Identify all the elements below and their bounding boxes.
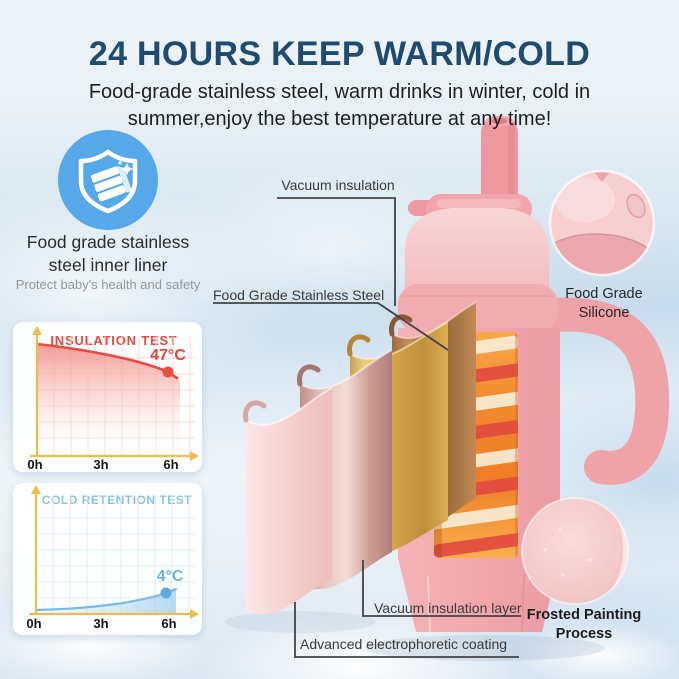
steel-ingots-icon xyxy=(90,165,133,202)
feature-title-line2: steel inner liner xyxy=(48,255,168,275)
tick-0h: 0h xyxy=(26,616,41,631)
frosted-finish-inset xyxy=(521,497,629,605)
x-axis-arrow-icon xyxy=(190,451,199,461)
page-subtitle-line1: Food-grade stainless steel, warm drinks … xyxy=(88,81,591,103)
layer-outer-shell xyxy=(243,387,333,615)
insulation-axes xyxy=(29,332,195,458)
cold-annotation: 4°C xyxy=(157,568,184,585)
tick-0h: 0h xyxy=(27,457,42,472)
layers-shadow xyxy=(225,611,375,633)
shield-outline xyxy=(78,149,138,214)
cold-chart-title: COLD RETENTION TEST xyxy=(42,493,192,507)
bottom-facet-line xyxy=(521,573,525,633)
y-axis-arrow-icon xyxy=(31,485,41,494)
feature-title-line1: Food grade stainless xyxy=(26,232,190,252)
callout-silicone-line2: Silicone xyxy=(578,305,630,321)
callout-frosted-line2: Process xyxy=(555,626,613,642)
cold-retention-chart: COLD RETENTION TEST xyxy=(26,485,199,631)
callout-frosted-line1: Frosted Painting xyxy=(526,607,642,623)
insulation-x-ticks: 0h 3h 6h xyxy=(27,457,178,472)
insulation-test-card: INSULATION TEST xyxy=(13,322,202,472)
tick-3h: 3h xyxy=(93,457,108,472)
y-axis-arrow-icon xyxy=(32,326,42,335)
insulation-test-chart: INSULATION TEST xyxy=(27,326,199,472)
tick-6h: 6h xyxy=(161,616,176,631)
cold-grid xyxy=(36,495,195,614)
bottle-lid xyxy=(405,208,549,290)
silicone-lid-inset xyxy=(548,169,656,277)
stainless-steel-connector xyxy=(213,302,449,351)
cold-area-fill xyxy=(36,589,176,614)
bottle-shadow xyxy=(365,635,605,661)
insulation-annotation: 47°C xyxy=(150,347,186,364)
tick-6h: 6h xyxy=(163,457,178,472)
bottom-facet-line xyxy=(427,575,431,633)
bottle-neck-ring xyxy=(398,284,558,332)
vacuum-insulation-connector xyxy=(277,197,396,306)
page-subtitle: Food-grade stainless steel, warm drinks … xyxy=(0,79,679,133)
feature-subtitle: Protect baby's health and safety xyxy=(15,277,201,292)
cold-axes xyxy=(28,491,195,616)
callout-food-grade-silicone: Food Grade Silicone xyxy=(550,285,658,323)
callout-stainless-steel: Food Grade Stainless Steel xyxy=(213,287,385,303)
insulation-chart-title: INSULATION TEST xyxy=(50,333,177,348)
vacuum-layer-connector xyxy=(362,560,521,617)
callout-vacuum-layer: Vacuum insulation layer xyxy=(374,600,522,616)
coating-connector xyxy=(294,602,519,658)
page-title: 24 HOURS KEEP WARM/COLD xyxy=(88,34,591,73)
cold-retention-test-card: COLD RETENTION TEST xyxy=(13,483,202,635)
sparkle-dot-icon xyxy=(118,161,122,165)
page-subtitle-line2: summer,enjoy the best temperature at any… xyxy=(127,108,552,130)
cold-data-point xyxy=(160,587,172,599)
cold-x-ticks: 0h 3h 6h xyxy=(26,616,176,631)
feature-title: Food grade stainless steel inner liner xyxy=(8,231,208,277)
callout-vacuum-insulation: Vacuum insulation xyxy=(281,177,395,193)
tick-3h: 3h xyxy=(93,616,108,631)
bottle-handle xyxy=(525,297,670,485)
callout-silicone-line1: Food Grade xyxy=(565,286,643,302)
insulation-area-fill xyxy=(37,344,180,456)
food-grade-shield-icon xyxy=(58,130,158,230)
insulation-data-point xyxy=(162,366,174,378)
x-axis-arrow-icon xyxy=(190,609,199,619)
callout-coating: Advanced electrophoretic coating xyxy=(300,636,508,652)
callout-frosted-painting: Frosted Painting Process xyxy=(526,606,642,644)
sparkle-icon xyxy=(121,163,133,175)
